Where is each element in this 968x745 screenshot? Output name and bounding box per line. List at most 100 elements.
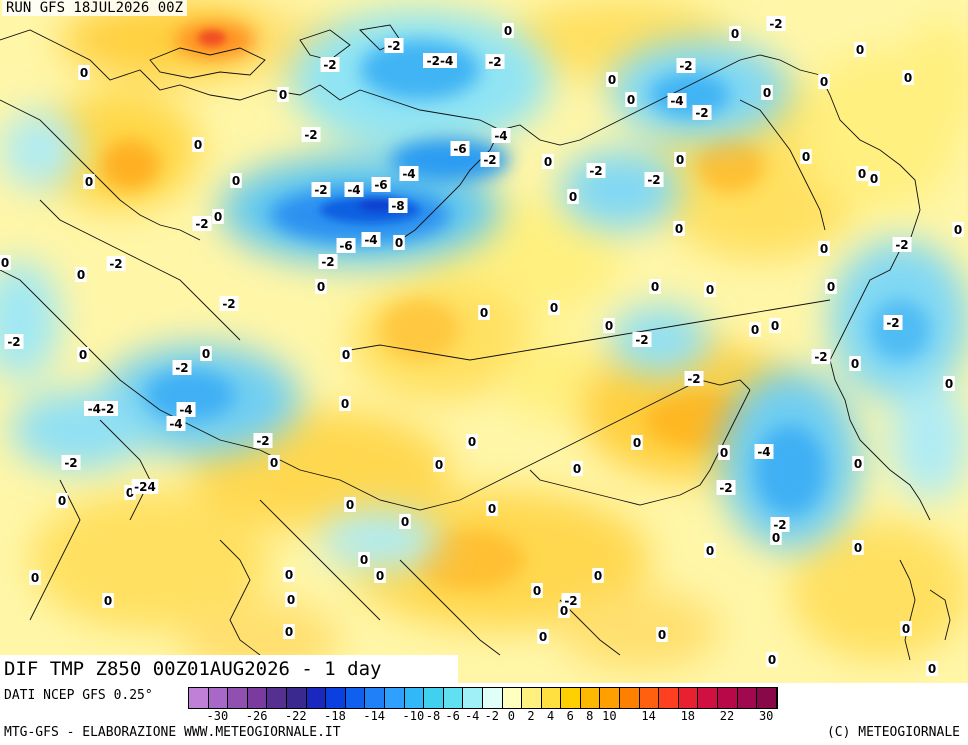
- contour-label: -2: [769, 17, 782, 31]
- data-source-label: DATI NCEP GFS 0.25°: [4, 688, 153, 703]
- contour-label: 0: [676, 153, 684, 167]
- contour-label: 0: [342, 348, 350, 362]
- contour-label: 0: [341, 397, 349, 411]
- contour-label: 0: [945, 377, 953, 391]
- contour-label-box: [718, 445, 730, 460]
- contour-label-box: [285, 592, 297, 607]
- coastlines-and-borders: [0, 24, 951, 661]
- contour-label: 0: [854, 457, 862, 471]
- contour-label: 0: [651, 280, 659, 294]
- legend-swatch: [463, 688, 483, 708]
- contour-label: 0: [751, 323, 759, 337]
- legend-swatch: [482, 688, 503, 708]
- legend-swatch: [384, 688, 405, 708]
- contour-label-box: [486, 501, 498, 516]
- contour-label-box: [631, 435, 643, 450]
- contour-label-box: [384, 38, 404, 53]
- contour-label-box: [75, 267, 87, 282]
- contour-label: 0: [763, 86, 771, 100]
- contour-label-box: [340, 347, 352, 362]
- contour-label-box: [676, 58, 696, 73]
- contour-label-box: [315, 279, 327, 294]
- contour-label-box: [548, 300, 560, 315]
- contour-label: 0: [285, 625, 293, 639]
- contour-label-box: [268, 455, 280, 470]
- contour-label-box: [106, 256, 126, 271]
- contour-label-box: [868, 171, 880, 186]
- contour-label-box: [674, 152, 686, 167]
- contour-label: 0: [544, 155, 552, 169]
- contour-label: 0: [202, 347, 210, 361]
- contour-label-box: [361, 232, 381, 247]
- contour-label: -6: [453, 142, 466, 156]
- legend-swatch: [639, 688, 660, 708]
- contour-label: 0: [772, 531, 780, 545]
- contour-label-box: [283, 567, 295, 582]
- contour-label: 0: [820, 75, 828, 89]
- contour-label: -2: [635, 333, 648, 347]
- contour-label: 0: [504, 24, 512, 38]
- contour-label-box: [77, 347, 89, 362]
- legend-tick-label: -18: [324, 709, 346, 723]
- contour-label-box: [825, 279, 837, 294]
- legend-swatch: [267, 688, 287, 708]
- contour-label: 0: [858, 167, 866, 181]
- legend-swatch: [502, 688, 523, 708]
- contour-label: 0: [435, 458, 443, 472]
- contour-label: 0: [827, 280, 835, 294]
- contour-label: 0: [480, 306, 488, 320]
- contour-label-box: [952, 222, 964, 237]
- contour-label: 0: [569, 190, 577, 204]
- contour-label-box: [393, 235, 405, 250]
- legend-swatch: [541, 688, 562, 708]
- contour-label-box: [761, 85, 773, 100]
- contour-label: 0: [77, 268, 85, 282]
- contour-label-box: [450, 141, 470, 156]
- contour-label: 0: [285, 568, 293, 582]
- contour-label-box: [632, 332, 652, 347]
- contour-label-box: [61, 455, 81, 470]
- map-title: DIF TMP Z850 00Z01AUG2026 - 1 day: [0, 655, 458, 683]
- contour-label: 0: [31, 571, 39, 585]
- contour-label: -2: [488, 55, 501, 69]
- contour-label-box: [478, 305, 490, 320]
- contour-label: -2: [687, 372, 700, 386]
- contour-label: -2: [895, 238, 908, 252]
- contour-label: -2: [314, 183, 327, 197]
- contour-label: -2: [387, 39, 400, 53]
- contour-label: 0: [820, 242, 828, 256]
- contour-label: 0: [80, 66, 88, 80]
- contour-label: -2: [773, 518, 786, 532]
- legend-tick-label: 2: [527, 709, 535, 723]
- contour-label: 0: [706, 283, 714, 297]
- contour-label-box: [644, 172, 664, 187]
- contour-label: 0: [214, 210, 222, 224]
- contour-label-box: [852, 540, 864, 555]
- contour-label: 0: [346, 498, 354, 512]
- contour-label-box: [84, 401, 118, 416]
- contour-label-box: [388, 198, 408, 213]
- contour-label: 0: [194, 138, 202, 152]
- legend-swatch: [228, 688, 248, 708]
- contour-label: -4: [364, 233, 377, 247]
- legend-swatch: [247, 688, 268, 708]
- contour-label: -8: [391, 199, 404, 213]
- legend-tick-label: 14: [641, 709, 656, 723]
- contour-label-box: [230, 173, 242, 188]
- contour-label: 0: [376, 569, 384, 583]
- contour-label: -4: [494, 129, 507, 143]
- contour-label: 0: [928, 662, 936, 676]
- contour-label-box: [466, 434, 478, 449]
- contour-label: -4: [179, 403, 192, 417]
- legend-tick-label: -6: [445, 709, 460, 723]
- legend-tick-label: 0: [507, 709, 516, 723]
- contour-label-box: [892, 237, 912, 252]
- contour-label: 0: [954, 223, 962, 237]
- legend-tick-label: 10: [602, 709, 617, 723]
- contour-label-box: [344, 182, 364, 197]
- contour-label-box: [558, 603, 570, 618]
- contour-label: -2: [679, 59, 692, 73]
- contour-label: 0: [854, 541, 862, 555]
- legend-swatch: [306, 688, 327, 708]
